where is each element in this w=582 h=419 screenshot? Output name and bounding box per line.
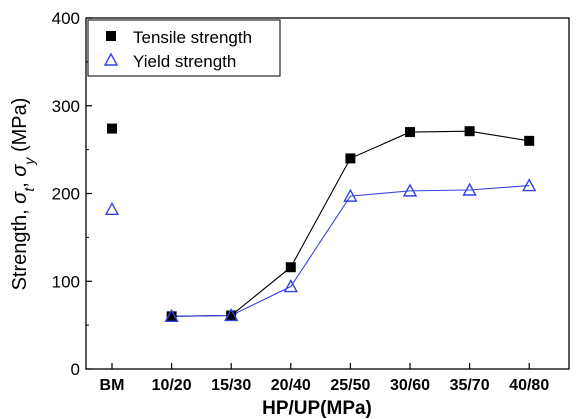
yield-point [522,178,537,192]
y-tick-label: 0 [71,360,80,379]
yield-point [343,188,358,202]
y-tick-label: 100 [52,272,80,291]
yield-point [402,183,418,197]
x-tick-label: 10/20 [152,377,192,394]
x-tick-label: BM [100,377,125,394]
x-tick-label: 30/60 [390,377,430,394]
legend-label-yield: Yield strength [133,52,236,71]
y-tick-labels: 0 100 200 300 400 [52,9,80,379]
y-axis-title-prefix: Strength, [9,204,31,291]
y-axis-separator: , [9,177,31,188]
y-tick-label: 200 [52,185,80,204]
x-tick-label: 15/30 [211,377,251,394]
x-tick-label: 40/80 [509,377,549,394]
y-axis-sigma-t: σ [9,191,31,204]
yield-point [462,182,477,196]
series-line-1 [171,185,530,317]
y-axis-title: Strength, σt, σy (MPa) [9,98,37,291]
x-tick-labels: BM 10/20 15/30 20/40 25/50 30/60 35/70 40/80 [100,377,550,394]
yield-point [283,279,298,293]
x-tick-label: 20/40 [271,377,311,394]
tensile-point [107,123,117,134]
tensile-point [285,262,296,273]
y-axis-subscript-t: t [21,187,37,192]
axis-ticks [86,17,530,370]
x-tick-label: 35/70 [450,377,490,394]
tensile-point [524,135,535,146]
series-points [104,123,537,323]
legend-marker-yield [103,52,119,66]
tensile-point [464,126,475,137]
legend-marker-tensile [106,31,116,41]
y-axis-sigma-y: σ [9,164,31,177]
tensile-point [226,310,237,321]
tensile-point [345,153,356,164]
yield-point [224,308,239,322]
legend-box [87,19,281,77]
yield-point [104,201,120,215]
y-tick-label: 300 [52,97,80,116]
yield-point [164,308,179,323]
x-tick-label: 25/50 [330,377,370,394]
x-axis-title: HP/UP(MPa) [262,398,372,419]
y-axis-unit: (MPa) [9,98,31,158]
legend: Tensile strength Yield strength [87,19,281,77]
legend-label-tensile: Tensile strength [133,28,252,47]
y-tick-label: 400 [52,9,80,28]
tensile-point [166,311,177,322]
y-axis-subscript-y: y [21,157,37,166]
tensile-point [405,127,415,138]
